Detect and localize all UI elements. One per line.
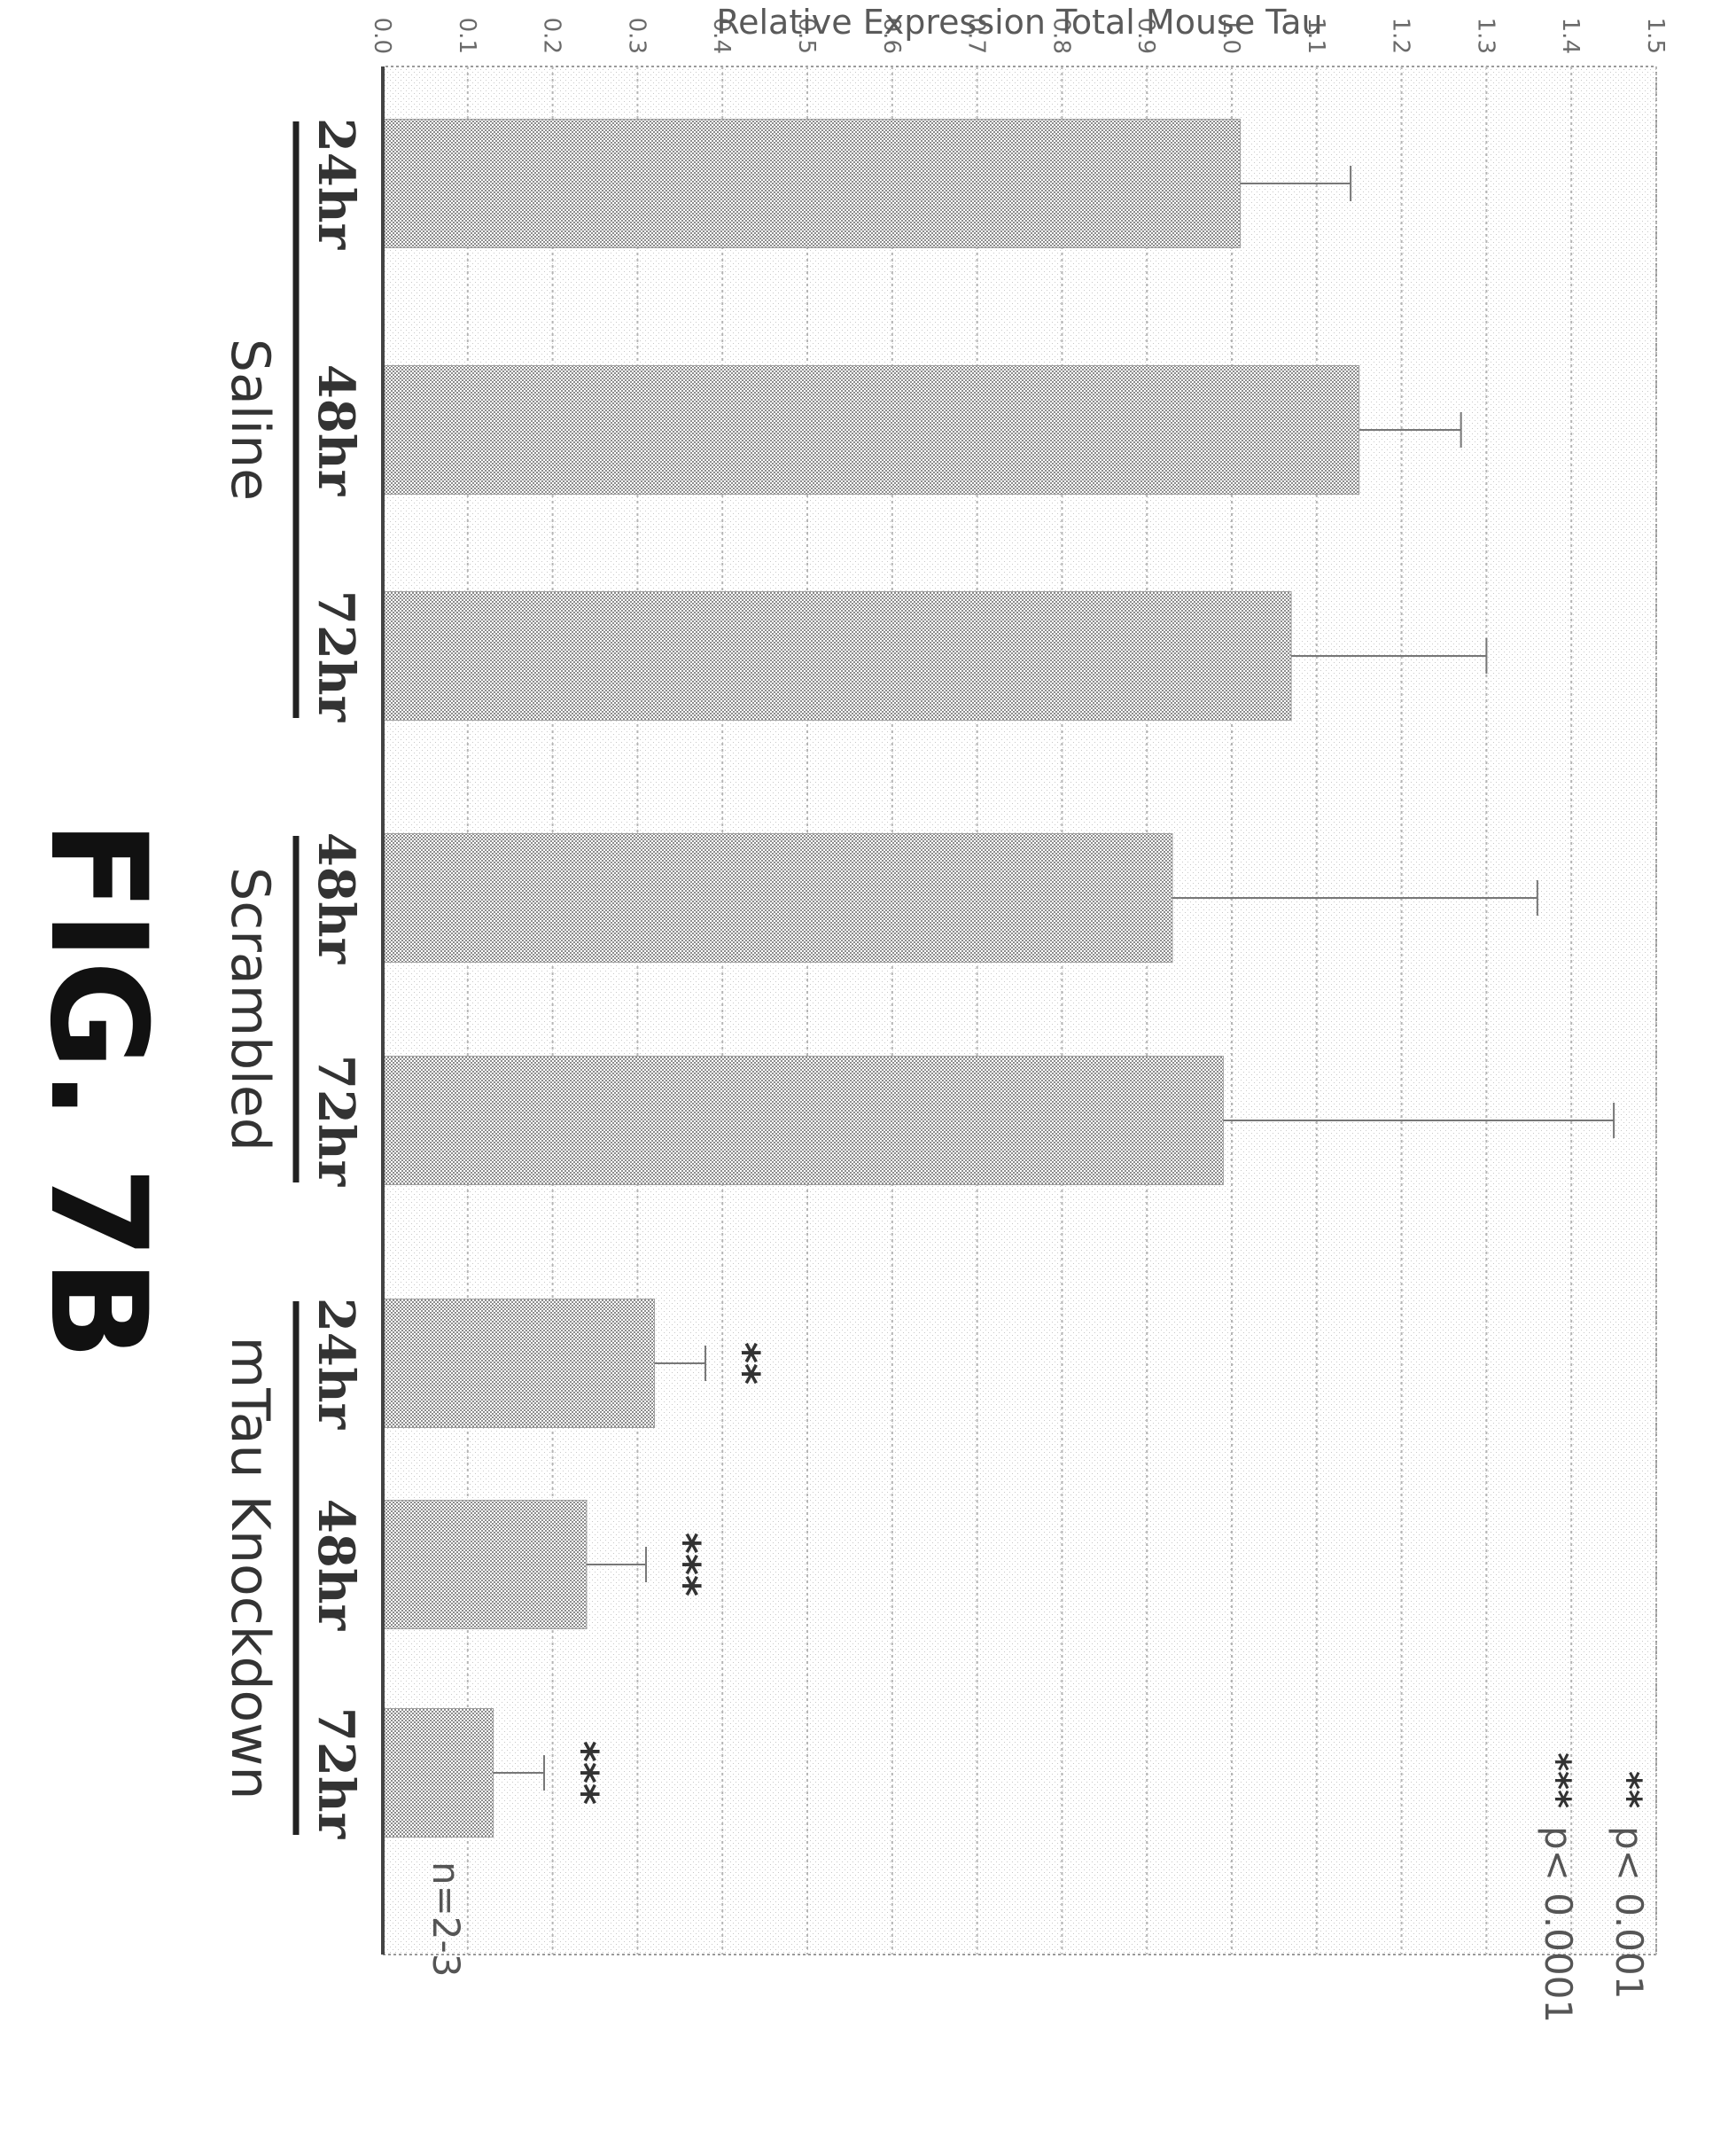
bar (382, 1708, 494, 1838)
y-tick-label: 0.9 (1133, 18, 1159, 54)
plot-area (382, 66, 1657, 1955)
x-tick-label: 48hr (307, 1499, 365, 1632)
bars (382, 119, 1360, 1838)
y-tick-label: 1.5 (1642, 18, 1669, 54)
group-labels: Saline Scrambled mTau Knockdown (219, 121, 300, 1835)
figure-label: FIG. 7B (20, 820, 175, 1360)
legend-text-2: p< 0.0001 (1537, 1826, 1580, 2023)
x-tick-label: 72hr (307, 590, 365, 723)
y-tick-label: 0.8 (1047, 18, 1074, 54)
bar (382, 365, 1360, 495)
y-tick-labels: 0.0 0.1 0.2 0.3 0.4 0.5 0.6 0.7 0.8 0.9 1.0 1.1 1.2 1… (369, 18, 1669, 54)
x-tick-labels: 24hr 48hr 72hr 48hr 72hr 24hr 48hr 72hr (307, 118, 365, 1840)
x-tick-label: 72hr (307, 1055, 365, 1188)
significance-marker: ** (720, 1342, 768, 1385)
y-tick-label: 0.6 (878, 18, 905, 54)
y-tick-label: 0.5 (793, 18, 820, 54)
legend-marker-1: ** (1608, 1771, 1648, 1808)
sample-size-annotation: n=2-3 (424, 1861, 468, 1977)
x-tick-label: 48hr (307, 832, 365, 965)
x-tick-label: 24hr (307, 118, 365, 251)
error-bars (493, 166, 1615, 1791)
legend-marker-2: *** (1537, 1752, 1577, 1808)
x-tick-label: 48hr (307, 364, 365, 497)
significance-marker: *** (559, 1741, 607, 1805)
y-tick-label: 1.4 (1557, 18, 1584, 54)
bar (382, 119, 1242, 248)
gridlines (466, 66, 1657, 1955)
group-label: mTau Knockdown (219, 1337, 281, 1800)
x-tick-label: 24hr (307, 1298, 365, 1431)
bar (382, 591, 1292, 721)
y-tick-label: 0.3 (623, 18, 650, 54)
legend: ** p< 0.001 *** p< 0.0001 (1537, 1752, 1651, 2023)
y-tick-label: 0.2 (539, 18, 565, 54)
significance-markers: ******** (559, 1342, 768, 1805)
group-label: Scrambled (219, 867, 281, 1151)
y-axis-label: Relative Expression Total Mouse Tau (716, 3, 1322, 42)
significance-marker: *** (661, 1533, 709, 1596)
y-tick-label: 1.1 (1303, 18, 1329, 54)
y-tick-label: 0.1 (454, 18, 480, 54)
bar (382, 1500, 588, 1629)
y-tick-label: 1.3 (1472, 18, 1499, 54)
y-tick-label: 0.7 (963, 18, 990, 54)
group-label: Saline (219, 339, 281, 501)
y-tick-label: 1.2 (1388, 18, 1414, 54)
x-tick-label: 72hr (307, 1707, 365, 1840)
legend-text-1: p< 0.001 (1608, 1826, 1651, 1999)
bar (382, 1056, 1224, 1185)
bar (382, 833, 1173, 963)
y-tick-label: 1.0 (1218, 18, 1244, 54)
y-tick-label: 0.4 (708, 18, 735, 54)
y-tick-label: 0.0 (369, 18, 395, 54)
bar (382, 1299, 656, 1428)
